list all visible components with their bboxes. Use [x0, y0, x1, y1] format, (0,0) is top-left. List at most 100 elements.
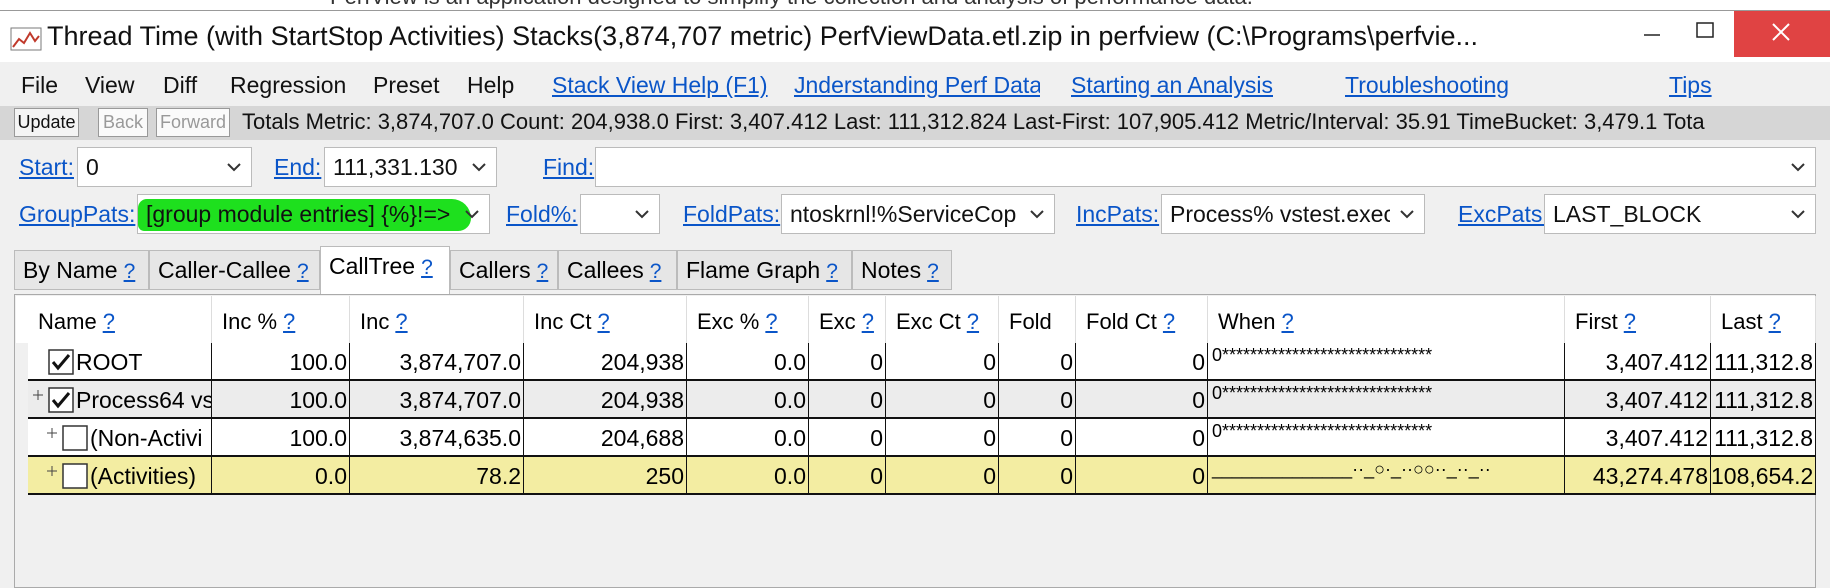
column-header[interactable]: Exc? [809, 296, 886, 343]
value-cell: 0 [1076, 457, 1208, 493]
header-row [16, 296, 1816, 343]
help-marker[interactable]: ? [927, 260, 939, 283]
help-link[interactable]: Stack View Help (F1) [552, 72, 768, 98]
tab[interactable]: Notes? [852, 250, 952, 290]
column-header[interactable]: First? [1565, 296, 1711, 343]
help-marker[interactable]: ? [649, 260, 662, 283]
expander[interactable] [46, 427, 58, 439]
window-title: Thread Time (with StartStop Activities) … [47, 21, 1479, 51]
help-marker[interactable]: ? [283, 309, 296, 334]
help-marker[interactable]: ? [395, 309, 408, 334]
table-row: (Non-Activi 100.0 3,874,635.0 204,688 0.0 0 0 0… [28, 419, 1816, 457]
combo-box[interactable]: [group module entries] {%}!=> [137, 194, 490, 234]
tab[interactable]: CallTree? [320, 246, 450, 294]
help-marker[interactable]: ? [123, 260, 136, 283]
stats-text: Totals Metric: 3,874,707.0 Count: 204,93… [242, 109, 1705, 134]
combo-value: Process% vstest.exec [1170, 201, 1390, 227]
menu-item[interactable]: View [85, 72, 135, 98]
menu-item[interactable]: Diff [163, 72, 198, 98]
value-cell: 0 [886, 419, 999, 455]
help-link[interactable]: Troubleshooting [1345, 72, 1510, 98]
name-cell: (Non-Activi [28, 419, 212, 455]
column-header[interactable]: When? [1208, 296, 1565, 343]
expander[interactable] [46, 465, 58, 477]
combo-box[interactable] [595, 147, 1816, 187]
value-cell: 0.0 [212, 457, 350, 493]
tab[interactable]: Caller-Callee? [149, 250, 320, 290]
checkbox[interactable] [62, 425, 88, 451]
column-label: Name [38, 309, 97, 334]
help-link[interactable]: Tips [1669, 72, 1712, 98]
menu-item[interactable]: Regression [230, 72, 347, 98]
tab[interactable]: Callees? [558, 250, 677, 290]
value-cell: 204,688 [524, 419, 687, 455]
column-label: First [1575, 309, 1618, 334]
combo-box[interactable]: 0 [77, 147, 252, 187]
help-marker[interactable]: ? [966, 309, 980, 334]
backdrop-text: PerfView is an application designed to s… [330, 0, 1253, 10]
column-header[interactable]: Exc %? [687, 296, 809, 343]
help-link[interactable]: Starting an Analysis [1071, 72, 1274, 98]
column-header[interactable]: Fold Ct? [1076, 296, 1208, 343]
toolbar-button[interactable]: Update [14, 108, 79, 137]
tab[interactable]: Flame Graph? [677, 250, 852, 290]
filter-label[interactable]: Start: [19, 154, 74, 180]
name-cell: ROOT [28, 343, 212, 379]
combo-box[interactable]: ntoskrnl!%ServiceCop [781, 194, 1055, 234]
filter-label[interactable]: FoldPats: [683, 201, 781, 227]
expander[interactable] [32, 389, 44, 401]
value-cell: 3,874,707.0 [350, 343, 524, 379]
help-marker[interactable]: ? [1623, 309, 1637, 334]
filter-label[interactable]: Fold%: [506, 201, 578, 227]
help-marker[interactable]: ? [1162, 309, 1176, 334]
checkbox[interactable] [62, 463, 88, 489]
column-label: Inc % [222, 309, 278, 334]
dropdown-arrow [472, 162, 486, 172]
menu-item[interactable]: File [21, 72, 59, 98]
combo-box[interactable]: 111,331.130 [324, 147, 497, 187]
filter-label[interactable]: ExcPats: [1458, 201, 1549, 227]
column-header[interactable]: Name? [28, 296, 212, 343]
filter-label[interactable]: Find: [543, 154, 595, 180]
column-header[interactable]: Exc Ct? [886, 296, 999, 343]
combo-value: LAST_BLOCK [1553, 201, 1702, 227]
help-marker[interactable]: ? [861, 309, 874, 334]
help-marker[interactable]: ? [765, 309, 778, 334]
help-link[interactable]: Jnderstanding Perf Data [794, 72, 1040, 98]
menu-item[interactable]: Help [467, 72, 515, 98]
help-marker[interactable]: ? [102, 309, 115, 334]
value-cell: 0.0 [687, 381, 809, 417]
column-header[interactable]: Inc? [350, 296, 524, 343]
help-marker[interactable]: ? [826, 260, 838, 283]
column-label: Inc Ct [534, 309, 592, 334]
help-marker[interactable]: ? [536, 260, 549, 283]
dropdown-arrow [1791, 162, 1805, 172]
help-marker[interactable]: ? [1281, 309, 1294, 334]
checkbox[interactable] [48, 349, 74, 375]
filter-label[interactable]: GroupPats: [19, 201, 136, 227]
help-marker[interactable]: ? [1768, 309, 1781, 334]
column-header[interactable]: Last? [1711, 296, 1816, 343]
column-header[interactable]: Fold [999, 296, 1076, 343]
tab[interactable]: By Name? [14, 250, 149, 290]
value-cell: 0 [1076, 381, 1208, 417]
dropdown-arrow [1030, 209, 1044, 219]
column-header[interactable]: Inc %? [212, 296, 350, 343]
tab[interactable]: Callers? [450, 250, 558, 290]
combo-box[interactable]: LAST_BLOCK [1544, 194, 1816, 234]
help-marker[interactable]: ? [597, 309, 610, 334]
menu-item[interactable]: Preset [373, 72, 440, 98]
combo-value: [group module entries] {%}!=> [146, 201, 451, 227]
value-cell: 43,274.478 [1565, 457, 1711, 493]
combo-box[interactable]: Process% vstest.exec [1161, 194, 1425, 234]
column-header[interactable]: Inc Ct? [524, 296, 687, 343]
filter-label[interactable]: IncPats: [1076, 201, 1160, 227]
window-controls[interactable] [1630, 11, 1830, 57]
help-marker[interactable]: ? [296, 260, 309, 283]
help-marker[interactable]: ? [421, 256, 433, 279]
checkbox[interactable] [48, 387, 74, 413]
value-cell: 111,312.8 [1711, 419, 1816, 455]
combo-box[interactable] [580, 194, 660, 234]
filter-label[interactable]: End: [274, 154, 322, 180]
